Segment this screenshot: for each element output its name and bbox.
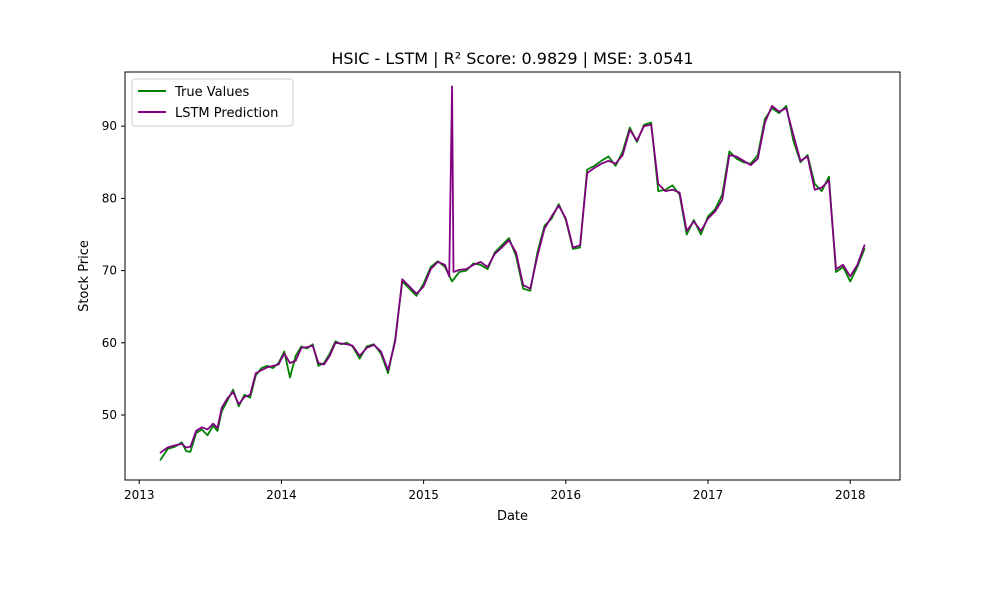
x-tick-label: 2017 [693,488,724,502]
y-tick-label: 80 [102,191,117,205]
y-tick-label: 70 [102,264,117,278]
x-tick-label: 2013 [124,488,155,502]
x-tick-label: 2015 [408,488,439,502]
y-tick-label: 90 [102,119,117,133]
legend-box [131,78,294,127]
plot-area-frame [124,71,901,481]
y-tick-label: 50 [102,408,117,422]
x-tick-label: 2016 [551,488,582,502]
x-axis-label: Date [497,509,528,524]
x-tick-label: 2014 [266,488,297,502]
y-axis-label: Stock Price [77,240,92,312]
legend: True Values LSTM Prediction [131,78,294,127]
legend-label-true-values: True Values [174,85,249,100]
x-tick-label: 2018 [835,488,866,502]
series-line-lstm-prediction [159,85,866,454]
legend-label-lstm-prediction: LSTM Prediction [175,106,278,121]
series-layer [159,85,866,461]
chart-title: HSIC - LSTM | R² Score: 0.9829 | MSE: 3.… [331,49,693,68]
y-tick-label: 60 [102,336,117,350]
y-axis-ticks: 50 60 70 80 90 [102,119,125,422]
x-axis-ticks: 2013 2014 2015 2016 2017 2018 [124,480,866,502]
